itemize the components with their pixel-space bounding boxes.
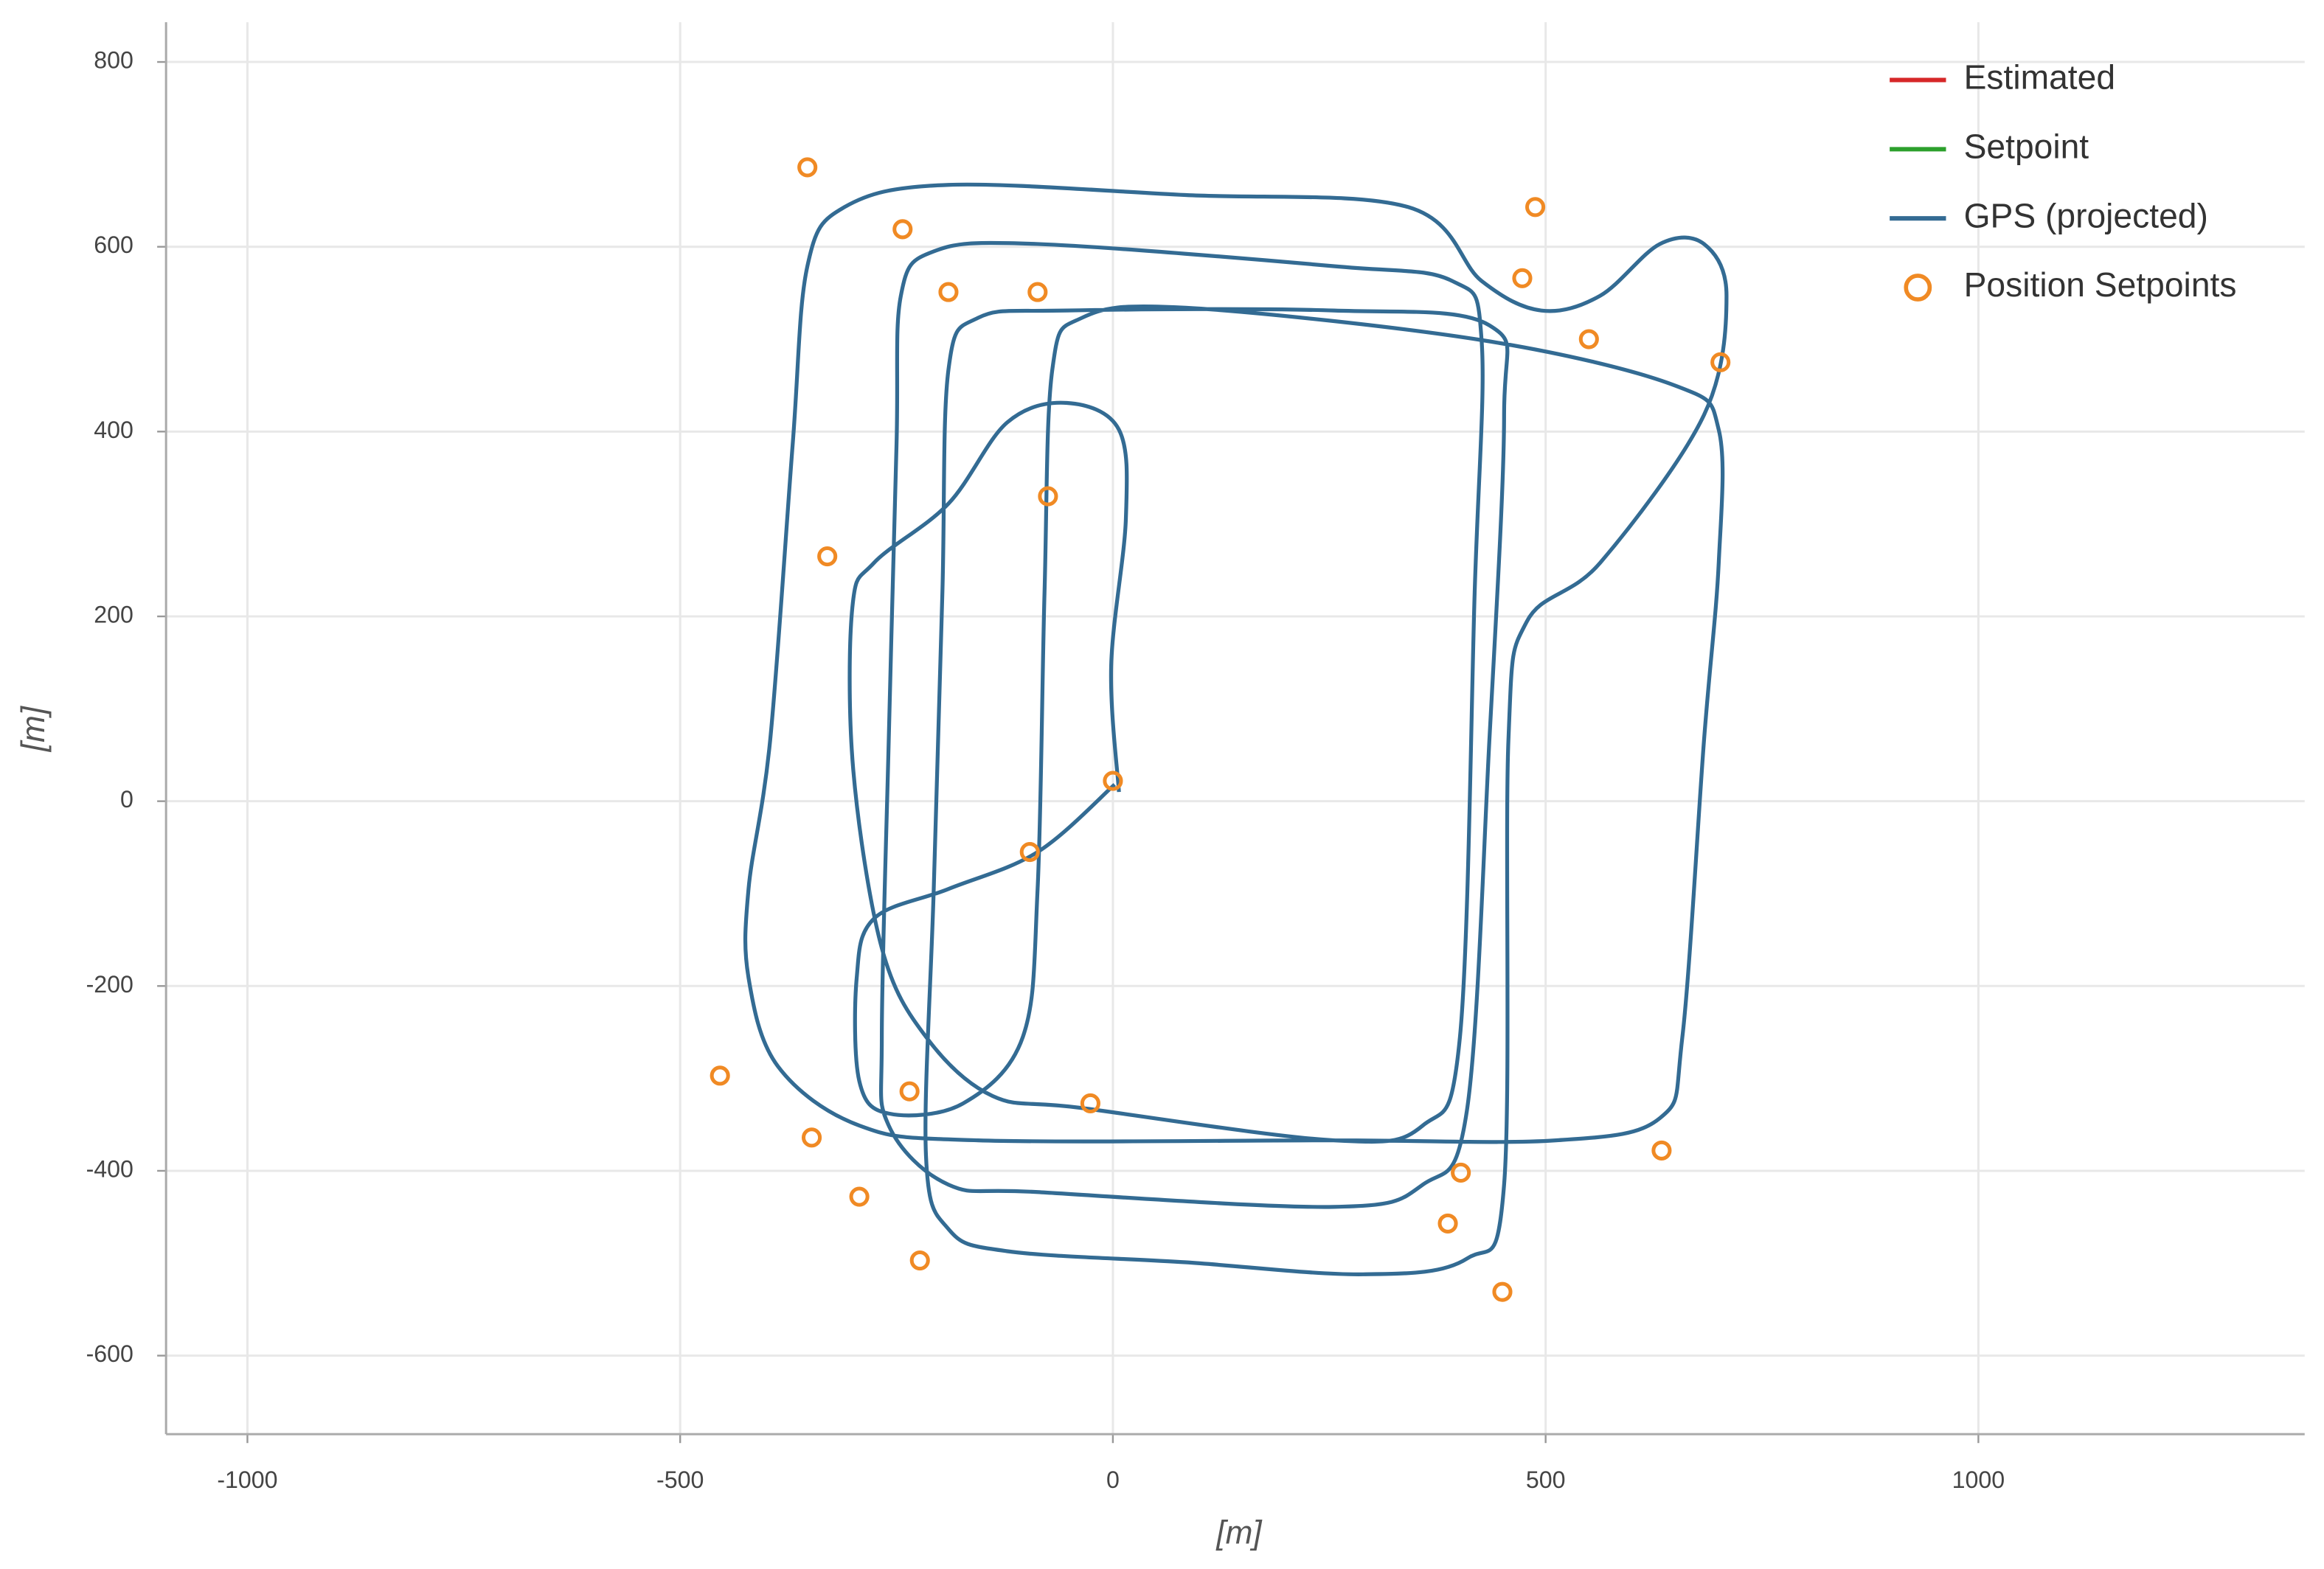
x-tick-label: 0 [1106, 1467, 1120, 1493]
setpoint-marker [909, 1250, 930, 1271]
legend-label: Position Setpoints [1964, 265, 2237, 304]
setpoint-marker [817, 546, 838, 567]
setpoint-marker [892, 219, 913, 240]
setpoint-marker [710, 1065, 730, 1086]
y-tick-label: 800 [94, 47, 133, 74]
legend-label: Setpoint [1964, 128, 2089, 166]
setpoint-marker [1578, 329, 1599, 349]
x-tick-label: 500 [1526, 1467, 1566, 1493]
setpoint-marker [801, 1127, 822, 1148]
setpoint-marker [797, 157, 818, 178]
y-tick-label: -400 [86, 1155, 133, 1182]
data-line [743, 182, 1729, 1276]
y-tick-label: 0 [120, 786, 133, 813]
setpoint-marker [938, 282, 959, 302]
x-axis-label: [m] [1215, 1514, 1263, 1551]
setpoint-marker [1019, 842, 1040, 863]
y-tick-label: 400 [94, 417, 133, 443]
setpoint-marker [899, 1081, 920, 1102]
legend-label: GPS (projected) [1964, 196, 2208, 234]
x-tick-label: 1000 [1952, 1467, 2005, 1493]
setpoint-marker [1525, 197, 1546, 218]
x-tick-label: -1000 [217, 1467, 277, 1493]
setpoint-marker [1710, 352, 1731, 372]
y-tick-label: 600 [94, 232, 133, 258]
setpoint-marker [1437, 1213, 1458, 1234]
setpoint-marker [1451, 1162, 1471, 1183]
legend-label: Estimated [1964, 58, 2115, 97]
y-tick-label: 200 [94, 601, 133, 627]
y-axis-label: [m] [15, 705, 52, 752]
y-tick-label: -200 [86, 971, 133, 998]
setpoint-marker [1651, 1140, 1672, 1161]
setpoint-marker [1492, 1281, 1513, 1302]
setpoint-marker [849, 1186, 870, 1207]
setpoint-marker [1103, 770, 1123, 791]
setpoint-marker [1512, 268, 1533, 288]
y-tick-label: -600 [86, 1340, 133, 1367]
legend-swatch [1904, 274, 1932, 302]
setpoint-marker [1038, 486, 1058, 507]
setpoint-marker [1027, 282, 1048, 302]
x-tick-label: -500 [656, 1467, 704, 1493]
setpoint-marker [1080, 1093, 1100, 1114]
